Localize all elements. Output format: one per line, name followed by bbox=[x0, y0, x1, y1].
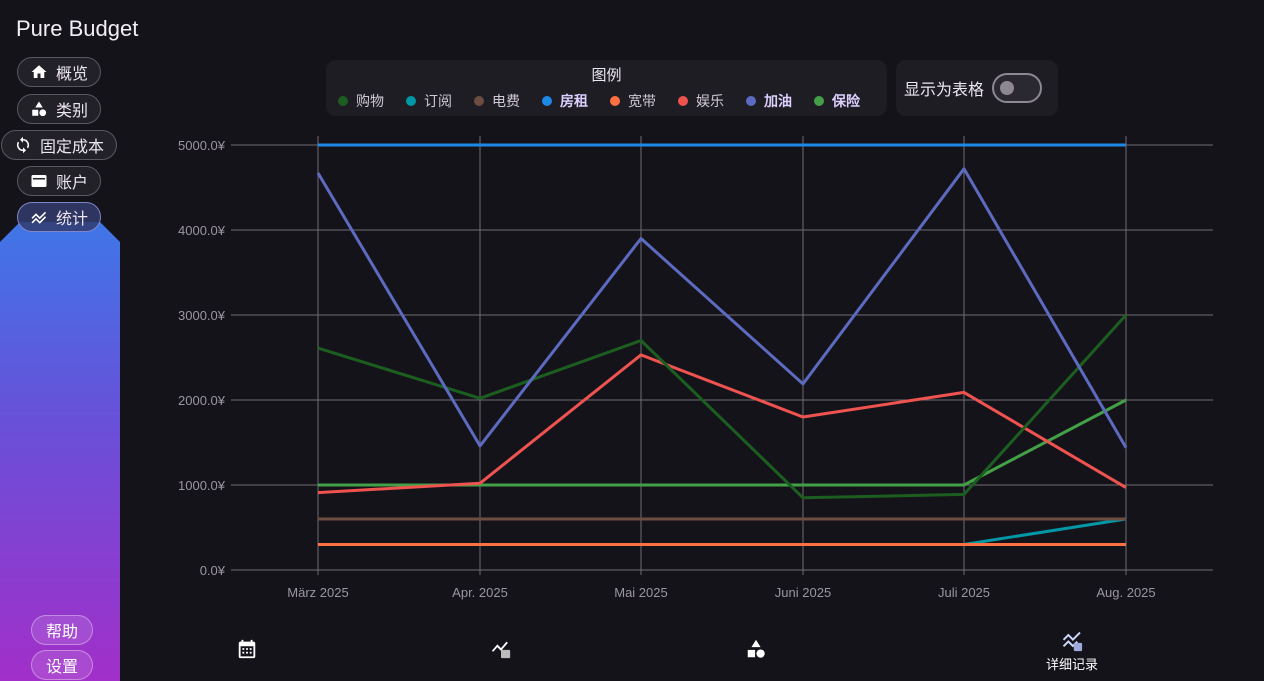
legend-item[interactable]: 电费 bbox=[474, 91, 520, 111]
y-tick-label: 5000.0¥ bbox=[178, 138, 226, 153]
x-tick-label: Apr. 2025 bbox=[452, 585, 508, 600]
legend-label: 宽带 bbox=[628, 93, 656, 109]
y-tick-label: 2000.0¥ bbox=[178, 393, 226, 408]
legend-label: 保险 bbox=[832, 93, 860, 109]
sidebar-item-label: 类别 bbox=[56, 103, 89, 120]
legend-color-dot bbox=[406, 96, 416, 106]
app-title: Pure Budget bbox=[16, 16, 139, 41]
sidebar-item-label: 固定成本 bbox=[40, 139, 105, 156]
calendar-icon bbox=[238, 639, 256, 659]
legend-item[interactable]: 宽带 bbox=[610, 91, 656, 111]
bottom-nav-categories[interactable] bbox=[745, 638, 767, 660]
legend-item[interactable]: 购物 bbox=[338, 91, 384, 111]
sidebar-item-accounts[interactable]: 账户 bbox=[17, 166, 102, 196]
series-line bbox=[318, 517, 1127, 546]
y-tick-label: 0.0¥ bbox=[200, 563, 226, 578]
legend-item[interactable]: 娱乐 bbox=[678, 91, 724, 111]
series-line bbox=[317, 353, 1127, 495]
shapes-icon bbox=[32, 101, 47, 117]
y-tick-label: 3000.0¥ bbox=[178, 308, 226, 323]
sidebar-item-label: 账户 bbox=[56, 175, 89, 192]
sidebar-item-label: 概览 bbox=[56, 66, 89, 83]
wallet-icon bbox=[31, 175, 47, 187]
legend-color-dot bbox=[678, 96, 688, 106]
chart-table-icon bbox=[491, 641, 511, 659]
x-tick-label: Aug. 2025 bbox=[1096, 585, 1155, 600]
detail-trend-icon bbox=[1062, 631, 1083, 652]
x-tick-label: Mai 2025 bbox=[614, 585, 667, 600]
trend-icon bbox=[31, 211, 47, 224]
sidebar-gradient bbox=[0, 222, 120, 681]
legend-color-dot bbox=[746, 96, 756, 106]
legend-item[interactable]: 加油 bbox=[746, 91, 792, 111]
toggle-knob bbox=[1000, 81, 1015, 95]
table-toggle-label: 显示为表格 bbox=[904, 82, 985, 99]
legend-color-dot bbox=[542, 96, 552, 106]
series-line bbox=[317, 313, 1128, 500]
x-tick-label: Juli 2025 bbox=[938, 585, 990, 600]
home-icon bbox=[31, 65, 47, 78]
sidebar-item-overview[interactable]: 概览 bbox=[17, 57, 102, 87]
sidebar-item-categories[interactable]: 类别 bbox=[17, 94, 102, 124]
refresh-icon bbox=[16, 136, 30, 154]
shapes-icon bbox=[747, 639, 765, 658]
legend-color-dot bbox=[610, 96, 620, 106]
y-tick-label: 4000.0¥ bbox=[178, 223, 226, 238]
sidebar-item-fixed-costs[interactable]: 固定成本 bbox=[1, 130, 118, 160]
bottom-nav-details[interactable]: 详细记录 bbox=[1046, 630, 1098, 673]
legend-label: 电费 bbox=[492, 93, 520, 109]
bottom-nav-calendar[interactable] bbox=[236, 638, 258, 660]
sidebar-item-statistics[interactable]: 统计 bbox=[17, 202, 102, 232]
legend-label: 娱乐 bbox=[696, 93, 724, 109]
x-tick-label: März 2025 bbox=[287, 585, 348, 600]
legend-item[interactable]: 订阅 bbox=[406, 91, 452, 111]
legend-items: 购物 订阅 电费 房租 宽带 娱乐 加油 保险 bbox=[338, 91, 882, 111]
sidebar-item-label: 统计 bbox=[56, 211, 89, 228]
chart-legend: 图例 购物 订阅 电费 房租 宽带 娱乐 加油 保险 bbox=[326, 60, 887, 116]
legend-item[interactable]: 房租 bbox=[542, 91, 588, 111]
settings-button[interactable]: 设置 bbox=[31, 650, 94, 680]
table-toggle-panel: 显示为表格 bbox=[896, 60, 1058, 116]
legend-color-dot bbox=[338, 96, 348, 106]
legend-title: 图例 bbox=[591, 67, 622, 84]
bottom-nav-label: 详细记录 bbox=[1046, 657, 1099, 672]
series-line bbox=[318, 398, 1127, 487]
legend-label: 加油 bbox=[764, 93, 792, 109]
table-toggle-switch[interactable] bbox=[992, 73, 1043, 103]
series-line bbox=[316, 167, 1128, 449]
legend-color-dot bbox=[474, 96, 484, 106]
bottom-nav-chart-table[interactable] bbox=[490, 638, 512, 660]
legend-item[interactable]: 保险 bbox=[814, 91, 860, 111]
y-tick-label: 1000.0¥ bbox=[178, 478, 226, 493]
x-tick-label: Juni 2025 bbox=[775, 585, 831, 600]
legend-color-dot bbox=[814, 96, 824, 106]
legend-label: 房租 bbox=[560, 93, 588, 109]
help-button[interactable]: 帮助 bbox=[31, 615, 94, 645]
legend-label: 购物 bbox=[356, 93, 384, 109]
legend-label: 订阅 bbox=[424, 93, 452, 109]
